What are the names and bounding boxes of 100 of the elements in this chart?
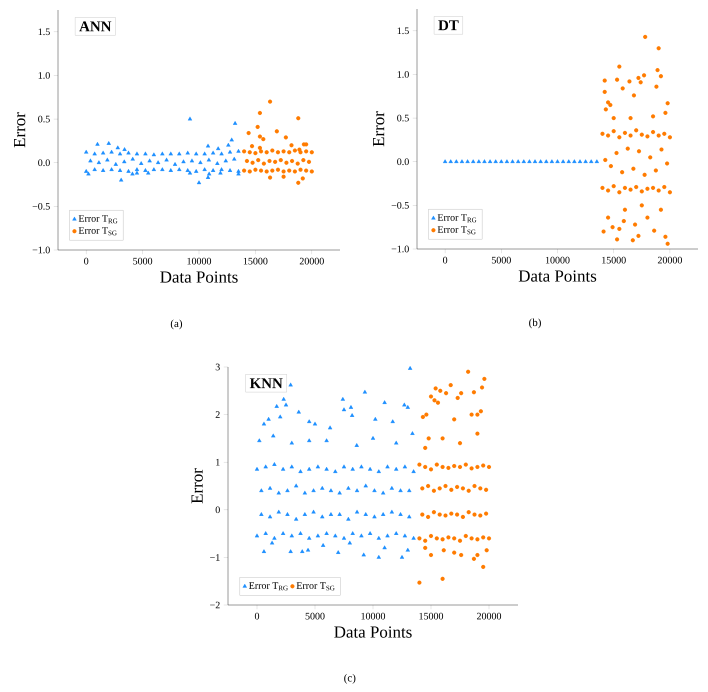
point [287,168,292,173]
text: (a) [170,319,182,330]
legend-label: Error T$_{SG}$ [438,226,476,234]
legend-label: Error T$_{SG}$ [296,582,335,590]
point [282,149,286,154]
y-tick-label: 0.0 [38,159,50,166]
x-tick-label: 0 [442,256,448,264]
point [264,169,269,174]
point [268,175,272,180]
x-axis-title: Data Points [334,626,412,638]
point [273,160,278,164]
point [297,148,302,152]
point [289,143,294,148]
point [276,168,280,172]
y-tick-label: −1.0 [392,246,409,252]
point [258,149,264,154]
point [267,158,272,164]
point [264,150,269,154]
x-tick-label: 5000 [492,256,511,264]
x-axis-title: Data Points [160,271,238,283]
point [296,162,300,166]
y-tick-label: 1.0 [398,71,409,78]
legend-label: Error T$_{SG}$ [78,227,117,236]
point [292,169,297,174]
x-tick-label: 15000 [602,256,626,264]
text: ANN [79,21,112,32]
point [284,160,289,165]
x-tick-label: 15000 [244,258,268,264]
x-tick-label: 15000 [419,612,444,620]
point [270,148,274,153]
point [306,160,312,164]
y-tick-label: −2 [210,602,220,608]
x-tick-label: 10000 [361,612,386,620]
y-tick-label: −1 [210,554,220,561]
point [262,162,266,166]
y-tick-label: −0.5 [32,202,50,210]
y-tick-label: 0 [216,506,220,514]
point [268,100,272,104]
point [250,160,255,165]
y-axis-title: Error [192,468,203,504]
point [278,158,283,162]
x-tick-label: 20000 [300,258,324,264]
y-tick-label: 1.0 [38,72,50,79]
y-tick-label: 3 [216,364,220,370]
x-tick-label: 5000 [306,612,325,620]
point [256,124,260,130]
point [274,129,279,134]
point [284,135,288,140]
y-tick-label: −1.0 [32,246,50,254]
point [276,150,280,154]
x-tick-label: 10000 [187,258,212,264]
point [250,144,254,148]
point [258,110,262,116]
legend-label: Error T$_{RG}$ [249,582,288,590]
point [270,168,274,173]
y-tick-label: 1.5 [38,28,50,36]
point [304,149,308,154]
point [304,168,308,173]
y-tick-label: 1.5 [398,27,409,34]
point [246,130,251,136]
point [282,174,286,179]
point [242,168,246,173]
text: (c) [344,674,356,684]
point [298,168,303,172]
point [258,134,262,139]
point [248,169,252,174]
point [310,169,314,174]
point [300,176,305,181]
point [248,150,252,154]
point [287,150,292,154]
text: (b) [529,318,541,328]
text: KNN [250,378,283,388]
point [242,149,246,154]
y-tick-label: 2 [216,411,220,418]
point [290,158,294,164]
x-tick-label: 20000 [658,256,682,264]
point [296,116,300,120]
point [258,146,262,150]
point [258,168,264,173]
y-tick-label: 1 [216,458,220,466]
y-tick-label: −0.5 [392,202,409,209]
text: DT [438,20,459,30]
x-tick-label: 0 [254,612,260,620]
x-axis-title: Data Points [518,270,596,282]
y-tick-label: 0.5 [397,114,409,122]
point [282,169,286,174]
point [253,151,258,156]
x-tick-label: 5000 [133,258,152,264]
legend-label: Error T$_{RG}$ [78,215,118,224]
y-axis-title: Error [373,111,384,146]
y-axis-title: Error [14,112,26,148]
x-tick-label: 20000 [476,612,502,620]
point [261,137,266,142]
x-tick-label: 10000 [546,256,570,264]
point [296,180,300,185]
y-tick-label: 0.0 [397,158,409,166]
point [310,150,314,154]
point [301,158,306,162]
legend-label: Error T$_{RG}$ [438,214,476,222]
y-tick-label: 0.5 [38,116,50,122]
